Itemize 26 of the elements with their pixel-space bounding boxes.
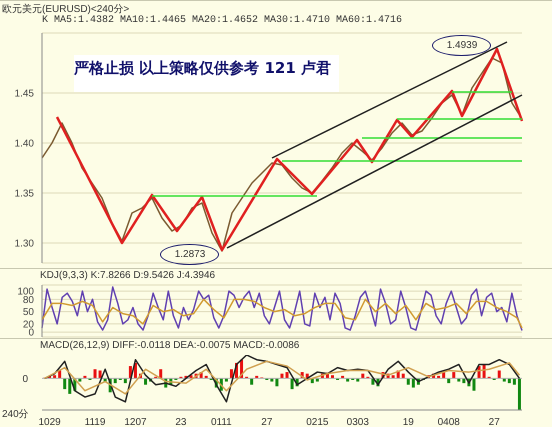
annotation: 严格止损 以上策略仅供参考 121 卢君 xyxy=(74,55,339,92)
y-tick-label: 0 xyxy=(28,328,34,339)
x-tick-label: 0303 xyxy=(346,417,370,427)
x-tick-label: 23 xyxy=(175,417,187,427)
x-tick-label: 27 xyxy=(261,417,273,427)
y-tick-label: 1.40 xyxy=(14,138,34,150)
x-tick-label: 0215 xyxy=(306,417,329,427)
x-tick-label: 27 xyxy=(488,417,500,427)
x-tick-label: 19 xyxy=(402,417,414,427)
y-tick-label: 80 xyxy=(22,294,34,306)
y-tick-label: 1.30 xyxy=(14,238,34,250)
annotation: 1.4939 xyxy=(446,40,478,52)
x-tick-label: 1207 xyxy=(124,417,148,427)
chart-title: 欧元美元(EURUSD)<240分> xyxy=(2,2,130,15)
chart-title: MACD(26,12,9) DIFF:-0.0118 DEA:-0.0075 MACD:-0.0086 xyxy=(40,340,300,351)
x-tick-label: 0408 xyxy=(438,417,460,427)
x-tick-label: 1029 xyxy=(38,417,62,427)
y-tick-label: 1.35 xyxy=(14,188,34,200)
x-tick-label: 0111 xyxy=(210,417,232,427)
y-tick-label: 50 xyxy=(22,307,34,318)
chart-title: KDJ(9,3,3) K:7.8266 D:9.5426 J:4.3946 xyxy=(40,270,216,281)
x-tick-label: 1119 xyxy=(84,417,106,427)
annotation: 1.2873 xyxy=(174,249,206,261)
chart-subtitle: K MA5:1.4382 MA10:1.4465 MA20:1.4652 MA30:1.4710 MA60:1.4716 xyxy=(42,15,402,26)
y-tick-label: 1.45 xyxy=(14,88,34,100)
text: 240分 xyxy=(2,408,29,421)
